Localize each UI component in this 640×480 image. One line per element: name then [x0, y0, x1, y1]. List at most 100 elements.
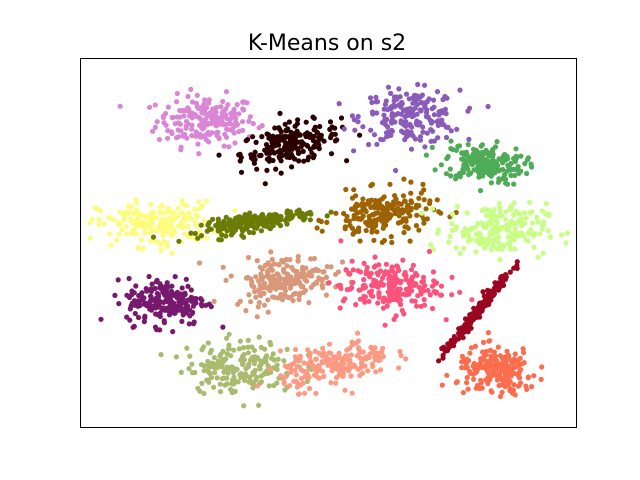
scatter-point	[274, 380, 280, 386]
scatter-point	[189, 122, 195, 128]
scatter-point	[341, 210, 347, 217]
scatter-point	[343, 267, 349, 273]
scatter-point	[184, 345, 190, 351]
scatter-point	[219, 111, 225, 117]
scatter-point	[211, 108, 217, 114]
scatter-point	[206, 139, 212, 145]
scatter-point	[188, 86, 194, 92]
scatter-point	[302, 390, 308, 396]
scatter-point	[245, 344, 251, 350]
scatter-point	[516, 370, 522, 376]
cluster-5	[87, 197, 238, 256]
scatter-point	[409, 274, 416, 280]
scatter-point	[326, 280, 332, 286]
scatter-point	[272, 294, 278, 301]
scatter-point	[150, 234, 157, 240]
scatter-point	[502, 370, 509, 376]
scatter-point	[251, 160, 257, 166]
scatter-point	[236, 346, 242, 352]
scatter-point	[391, 199, 397, 205]
scatter-point	[179, 285, 185, 291]
scatter-point	[401, 107, 407, 113]
scatter-point	[443, 111, 449, 117]
scatter-point	[106, 215, 112, 221]
scatter-point	[302, 277, 308, 283]
scatter-point	[422, 144, 428, 150]
scatter-point	[355, 338, 361, 344]
scatter-point	[498, 375, 504, 381]
scatter-point	[138, 237, 144, 243]
scatter-point	[317, 123, 323, 130]
scatter-point	[142, 315, 148, 321]
scatter-point	[284, 263, 290, 269]
scatter-point	[391, 316, 397, 322]
scatter-point	[256, 334, 262, 340]
scatter-point	[397, 286, 403, 292]
scatter-point	[287, 257, 293, 263]
scatter-point	[483, 352, 489, 358]
scatter-point	[360, 370, 366, 376]
scatter-point	[218, 237, 224, 243]
scatter-point	[231, 347, 237, 353]
scatter-point	[379, 203, 385, 210]
scatter-point	[460, 390, 466, 396]
scatter-point	[285, 126, 291, 132]
scatter-point	[258, 379, 264, 385]
scatter-point	[228, 273, 234, 279]
scatter-point	[232, 388, 238, 394]
scatter-point	[357, 209, 364, 215]
scatter-point	[313, 141, 319, 147]
scatter-point	[424, 130, 430, 136]
scatter-point	[111, 217, 117, 223]
scatter-point	[465, 153, 471, 159]
scatter-point	[147, 238, 154, 244]
scatter-point	[201, 368, 207, 374]
scatter-point	[205, 340, 211, 346]
scatter-point	[328, 151, 335, 157]
scatter-point	[247, 229, 253, 235]
scatter-point	[476, 362, 482, 368]
scatter-point	[177, 291, 183, 297]
scatter-point	[87, 220, 93, 226]
scatter-point	[160, 113, 166, 119]
scatter-point	[204, 120, 210, 126]
scatter-point	[173, 354, 179, 360]
scatter-point	[390, 296, 396, 302]
scatter-point	[464, 158, 470, 164]
scatter-point	[121, 217, 127, 223]
scatter-point	[368, 197, 374, 203]
chart-title: K-Means on s2	[248, 31, 406, 56]
scatter-point	[140, 246, 146, 252]
scatter-point	[135, 314, 142, 321]
scatter-point	[159, 286, 165, 292]
scatter-point	[294, 208, 300, 214]
scatter-point	[416, 284, 422, 290]
scatter-point	[256, 363, 263, 370]
cluster-2	[216, 110, 363, 187]
scatter-point	[380, 345, 386, 351]
scatter-point	[324, 219, 330, 225]
scatter-point	[344, 158, 350, 164]
scatter-point	[323, 274, 329, 280]
scatter-point	[195, 235, 201, 241]
scatter-point	[135, 216, 141, 222]
scatter-point	[224, 381, 230, 387]
scatter-point	[304, 378, 310, 385]
scatter-point	[237, 218, 243, 224]
scatter-point	[246, 361, 252, 367]
scatter-point	[281, 285, 288, 291]
scatter-point	[448, 138, 454, 144]
scatter-point	[250, 371, 256, 377]
scatter-point	[133, 231, 139, 237]
scatter-point	[464, 210, 470, 216]
scatter-point	[416, 195, 422, 201]
scatter-point	[403, 123, 409, 129]
scatter-point	[487, 294, 493, 300]
scatter-point	[258, 228, 264, 234]
scatter-point	[236, 111, 242, 117]
scatter-point	[398, 352, 404, 359]
scatter-point	[233, 115, 239, 121]
scatter-point	[477, 233, 483, 240]
scatter-point	[272, 277, 279, 283]
scatter-point	[409, 107, 415, 113]
